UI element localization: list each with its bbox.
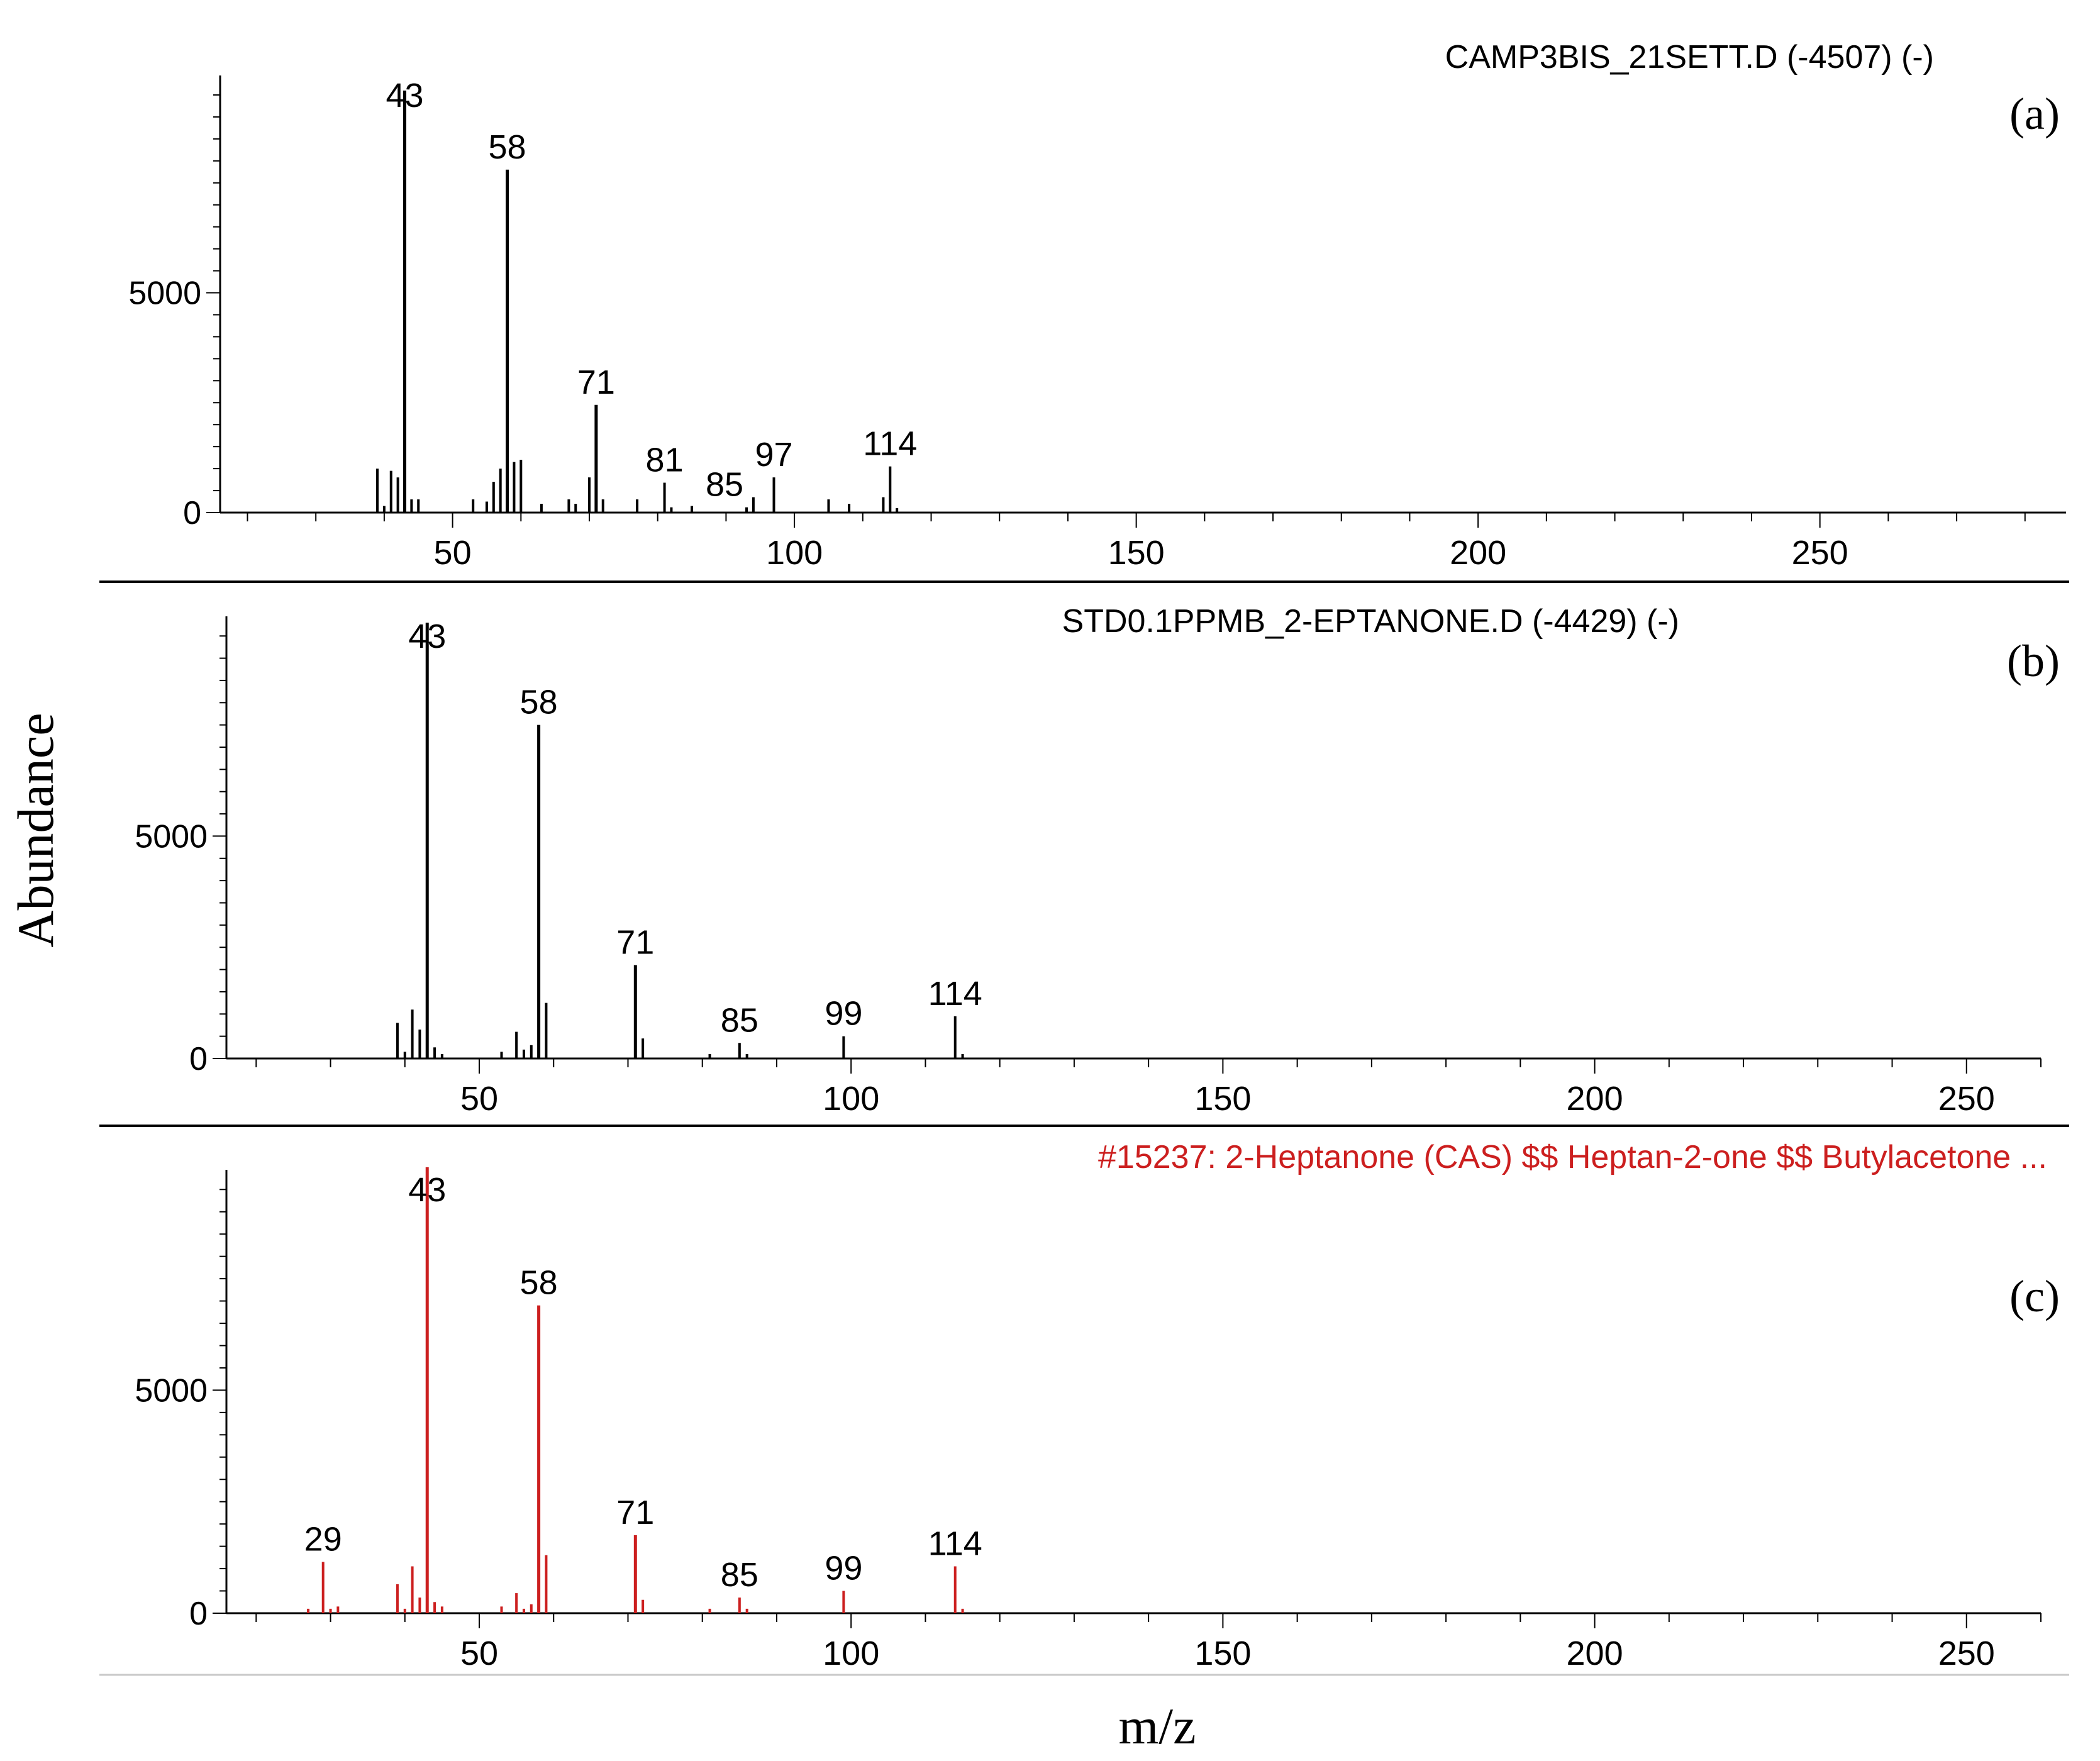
peak-label: 114 bbox=[928, 1525, 982, 1563]
spectrum-panel: 0 5000 50 100 150 200 250 43 58 71 81 85 97 114 CAMP3B… bbox=[99, 39, 2069, 583]
peak-label: 43 bbox=[408, 1171, 446, 1209]
peak-label: 85 bbox=[721, 1556, 758, 1594]
panel-label: (c) bbox=[2009, 1271, 2060, 1321]
peak-label: 85 bbox=[721, 1001, 758, 1039]
peak-label: 71 bbox=[616, 1494, 654, 1531]
y-tick-label: 0 bbox=[189, 1596, 208, 1632]
y-tick-label: 0 bbox=[183, 495, 201, 531]
spectrum-title: CAMP3BIS_21SETT.D (-4507) (-) bbox=[1445, 39, 1934, 75]
spectrum-title: #15237: 2-Heptanone (CAS) $$ Heptan-2-on… bbox=[1098, 1139, 2047, 1175]
peak-label: 81 bbox=[646, 441, 684, 479]
spectrum-panel: 0 5000 50 100 150 200 250 43 58 71 85 99 114 STD0.1PP… bbox=[99, 603, 2069, 1127]
x-tick-label: 150 bbox=[1194, 1080, 1251, 1118]
peak-label: 97 bbox=[755, 436, 792, 474]
x-tick-label: 150 bbox=[1194, 1635, 1251, 1672]
x-axis-label: m/z bbox=[1119, 1697, 1196, 1755]
peak-label: 99 bbox=[825, 1550, 862, 1587]
x-tick-label: 200 bbox=[1567, 1080, 1623, 1118]
x-tick-label: 100 bbox=[823, 1080, 879, 1118]
peak-label: 43 bbox=[386, 77, 423, 114]
x-tick-label: 50 bbox=[460, 1080, 498, 1118]
x-tick-label: 250 bbox=[1792, 534, 1848, 572]
peak-label: 99 bbox=[825, 995, 862, 1033]
y-tick-label: 5000 bbox=[135, 1372, 208, 1409]
x-tick-label: 250 bbox=[1938, 1080, 1995, 1118]
x-tick-label: 200 bbox=[1450, 534, 1506, 572]
x-tick-label: 50 bbox=[434, 534, 472, 572]
peak-label: 85 bbox=[706, 466, 743, 504]
peak-label: 43 bbox=[408, 618, 446, 655]
peak-label: 58 bbox=[489, 128, 526, 166]
spectrum-panel: 0 5000 50 100 150 200 250 29 43 58 71 85 99 114 #15237… bbox=[99, 1139, 2069, 1676]
x-tick-label: 100 bbox=[823, 1635, 879, 1672]
peak-label: 114 bbox=[863, 425, 917, 463]
peak-label: 58 bbox=[520, 1264, 558, 1302]
y-axis-label: Abundance bbox=[7, 713, 64, 947]
y-tick-label: 5000 bbox=[135, 818, 208, 855]
x-tick-label: 250 bbox=[1938, 1635, 1995, 1672]
peak-label: 71 bbox=[616, 924, 654, 962]
spectrum-title: STD0.1PPMB_2-EPTANONE.D (-4429) (-) bbox=[1062, 603, 1679, 640]
peak-label: 29 bbox=[304, 1520, 342, 1558]
y-tick-label: 0 bbox=[189, 1041, 208, 1077]
peak-label: 58 bbox=[520, 684, 558, 721]
peak-label: 114 bbox=[928, 975, 982, 1013]
y-tick-label: 5000 bbox=[128, 275, 201, 312]
x-tick-label: 100 bbox=[766, 534, 823, 572]
x-tick-label: 150 bbox=[1108, 534, 1165, 572]
panel-label: (a) bbox=[2009, 89, 2060, 139]
x-tick-label: 200 bbox=[1567, 1635, 1623, 1672]
peak-label: 71 bbox=[577, 364, 615, 401]
panel-label: (b) bbox=[2007, 636, 2060, 686]
x-tick-label: 50 bbox=[460, 1635, 498, 1672]
